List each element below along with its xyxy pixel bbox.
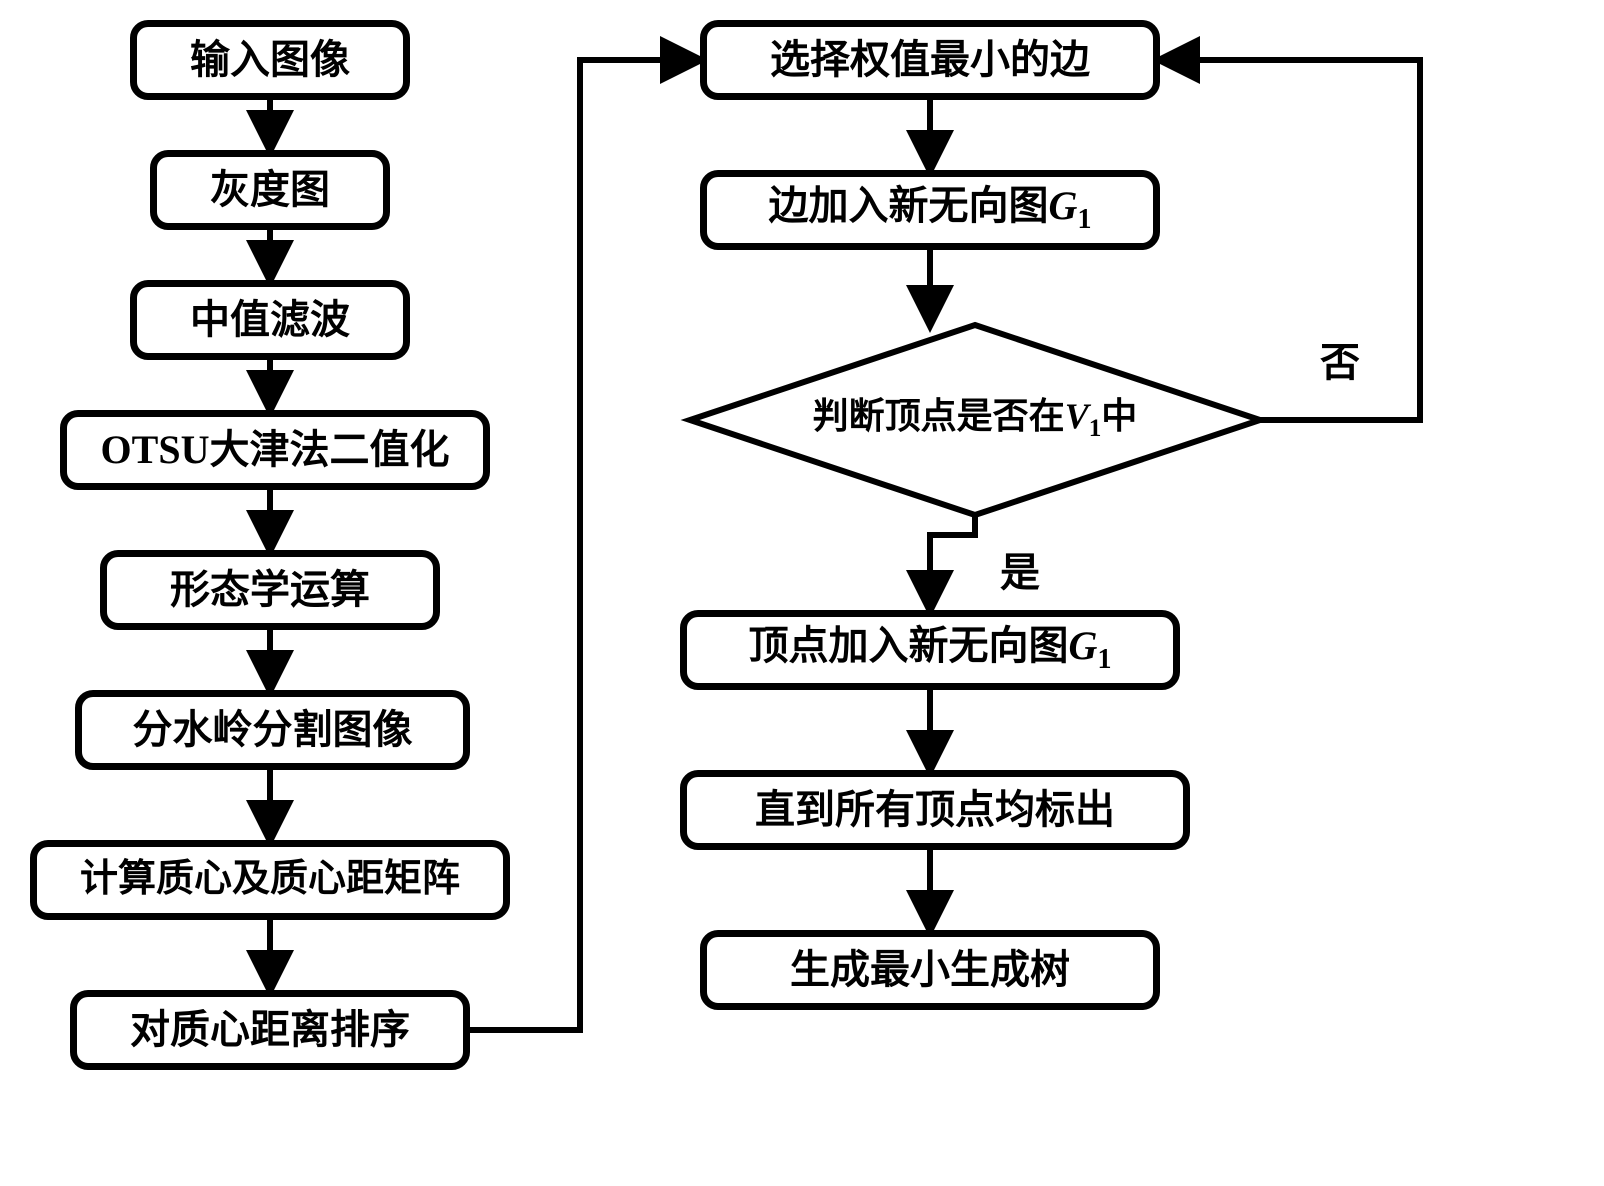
node-n4: OTSU大津法二值化 (60, 410, 490, 490)
decision-no-label: 否 (1320, 330, 1360, 388)
node-n1: 输入图像 (130, 20, 410, 100)
node-label: 输入图像 (190, 38, 350, 82)
node-n6: 分水岭分割图像 (75, 690, 470, 770)
node-label: 选择权值最小的边 (770, 38, 1090, 82)
node-n11: 顶点加入新无向图G1 (680, 610, 1180, 690)
node-n10: 边加入新无向图G1 (700, 170, 1160, 250)
node-label: 对质心距离排序 (130, 1008, 410, 1052)
node-label: OTSU大津法二值化 (101, 428, 450, 472)
edge-d1_r-n9_r (1160, 60, 1420, 420)
node-label: 中值滤波 (190, 298, 350, 342)
node-n2: 灰度图 (150, 150, 390, 230)
node-label: 顶点加入新无向图G1 (749, 624, 1112, 676)
edge-d1_b-n11_t (930, 515, 975, 610)
node-label: 边加入新无向图G1 (769, 184, 1092, 236)
node-n9: 选择权值最小的边 (700, 20, 1160, 100)
node-n7: 计算质心及质心距矩阵 (30, 840, 510, 920)
decision-yes-label: 是 (1000, 540, 1040, 598)
node-label: 直到所有顶点均标出 (755, 788, 1115, 832)
node-label: 判断顶点是否在V1中 (813, 397, 1138, 443)
flowchart-canvas: 输入图像灰度图中值滤波 OTSU大津法二值化形态学运算分水岭分割图像计算质心及质心… (0, 0, 1604, 1186)
node-n5: 形态学运算 (100, 550, 440, 630)
node-label: 计算质心及质心距矩阵 (80, 859, 460, 901)
node-label: 分水岭分割图像 (133, 708, 413, 752)
decision-label-d1: 判断顶点是否在V1中 (735, 390, 1215, 450)
node-n8: 对质心距离排序 (70, 990, 470, 1070)
node-n3: 中值滤波 (130, 280, 410, 360)
node-n12: 直到所有顶点均标出 (680, 770, 1190, 850)
node-n13: 生成最小生成树 (700, 930, 1160, 1010)
node-label: 形态学运算 (170, 568, 370, 612)
node-label: 生成最小生成树 (790, 948, 1070, 992)
node-label: 灰度图 (210, 168, 330, 212)
